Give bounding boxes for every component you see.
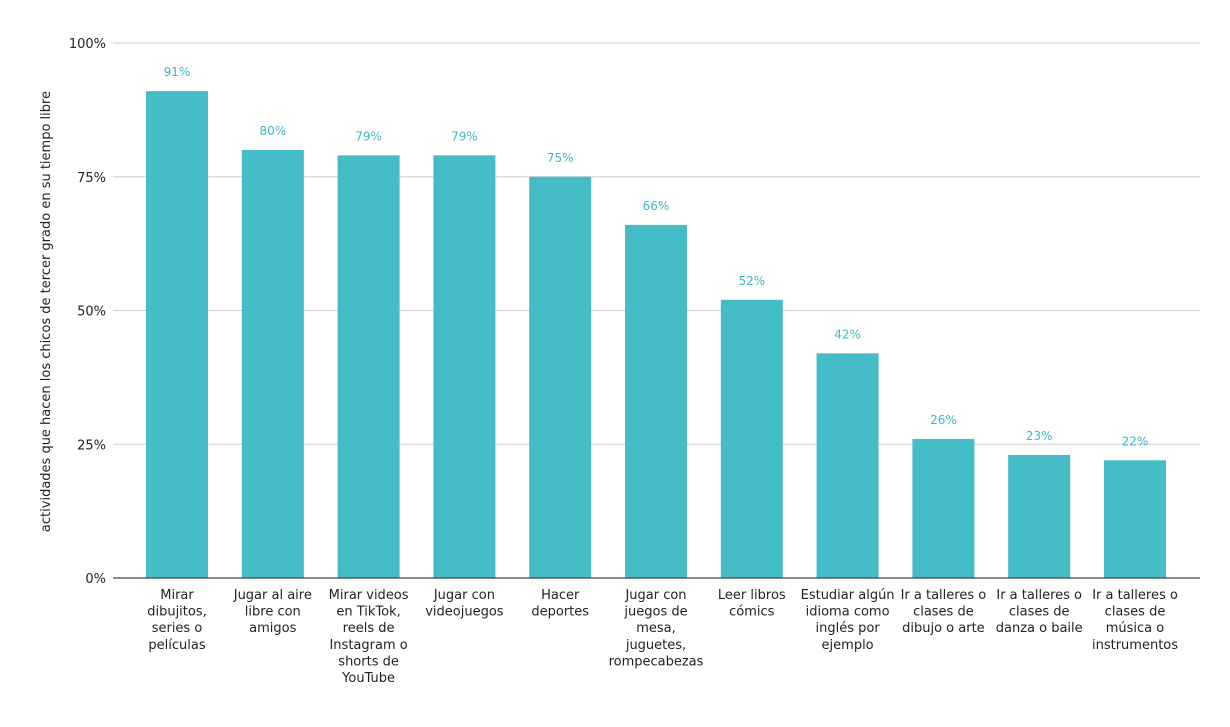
x-tick-label: Ir a talleres o clases de dibujo o arte [901, 588, 987, 636]
data-label: 80% [259, 124, 286, 138]
x-tick-label: Jugar al aire libre con amigos [233, 588, 312, 636]
x-tick-label: Leer libros cómics [718, 588, 786, 620]
x-tick-label-line: juguetes, [625, 638, 686, 653]
x-tick-label-line: películas [148, 638, 205, 653]
x-tick-label-line: Instagram o [329, 638, 407, 653]
bar [529, 176, 592, 578]
x-tick-label-line: deportes [531, 605, 589, 620]
x-tick-label-line: Mirar [160, 588, 194, 603]
data-label: 79% [355, 129, 382, 143]
x-tick-label-line: Jugar al aire [233, 588, 312, 603]
y-axis-title: actividades que hacen los chicos de terc… [39, 91, 54, 532]
x-tick-label-line: en TikTok, [336, 605, 400, 620]
x-tick-label-line: YouTube [341, 671, 395, 686]
x-tick-label-line: Ir a talleres o [1092, 588, 1178, 603]
y-tick-label: 100% [69, 37, 106, 52]
x-tick-label-line: idioma como [806, 605, 890, 620]
x-tick-label-line: Hacer [541, 588, 580, 603]
x-tick-label-line: cómics [729, 605, 775, 620]
x-tick-label-line: dibujo o arte [902, 621, 985, 636]
x-tick-label: Mirar dibujitos, series o películas [147, 588, 207, 653]
x-tick-label-line: clases de [1009, 605, 1070, 620]
x-tick-label-line: reels de [343, 621, 395, 636]
x-tick-label-line: series o [152, 621, 203, 636]
data-label: 42% [834, 327, 861, 341]
y-tick-label: 75% [77, 171, 106, 186]
x-tick-label-line: videojuegos [425, 605, 504, 620]
bars [146, 91, 1166, 579]
data-label: 23% [1026, 429, 1053, 443]
x-tick-label-line: Ir a talleres o [901, 588, 987, 603]
data-label: 26% [930, 413, 957, 427]
x-tick-label-line: inglés por [816, 621, 881, 636]
x-tick-label: Ir a talleres o clases de danza o baile [996, 588, 1083, 636]
data-label: 22% [1122, 434, 1149, 448]
bar [1104, 460, 1166, 578]
x-tick-label-line: dibujitos, [147, 605, 207, 620]
x-tick-label-line: amigos [249, 621, 296, 636]
x-tick-label: Hacer deportes [531, 588, 589, 620]
bar [433, 155, 496, 578]
x-tick-label: Jugar con videojuegos [425, 588, 504, 620]
x-tick-label-line: libre con [245, 605, 301, 620]
x-tick-label-line: Jugar con [624, 588, 686, 603]
data-label: 52% [738, 274, 765, 288]
x-tick-label-line: clases de [1105, 605, 1166, 620]
x-tick-label: Jugar con juegos de mesa, juguetes, rompecab… [609, 588, 704, 669]
x-tick-label: Ir a talleres o clases de música o instrume… [1092, 588, 1178, 653]
data-labels: 91% 80% 79% 79% 75% 66% 52% 42% 26% 23% 22% [164, 65, 1149, 448]
x-tick-label-line: mesa, [636, 621, 676, 636]
x-tick-label-line: Jugar con [433, 588, 495, 603]
x-tick-label-line: danza o baile [996, 621, 1083, 636]
x-tick-label-line: clases de [913, 605, 974, 620]
x-tick-label: Estudiar algún idioma como inglés por ejemp… [801, 588, 895, 653]
data-label: 91% [164, 65, 191, 79]
bar [720, 299, 783, 578]
x-tick-label-line: Leer libros [718, 588, 786, 603]
data-label: 79% [451, 129, 478, 143]
y-axis-ticks: 0% 25% 50% 75% 100% [69, 37, 106, 587]
data-label: 75% [547, 151, 574, 165]
x-tick-label-line: música o [1106, 621, 1165, 636]
bar [912, 438, 975, 578]
x-tick-label-line: shorts de [338, 654, 399, 669]
bar [241, 150, 304, 578]
y-tick-label: 50% [77, 305, 106, 320]
x-tick-label-line: Ir a talleres o [996, 588, 1082, 603]
x-tick-label-line: ejemplo [822, 638, 874, 653]
bar [1008, 454, 1071, 578]
x-tick-label: Mirar videos en TikTok, reels de Instagram … [329, 588, 409, 686]
x-tick-label-line: rompecabezas [609, 654, 704, 669]
x-tick-label-line: instrumentos [1092, 638, 1178, 653]
x-tick-label-line: juegos de [623, 605, 687, 620]
x-tick-label-line: Mirar videos [329, 588, 409, 603]
x-tick-label-line: Estudiar algún [801, 588, 895, 603]
bar [337, 155, 400, 578]
y-tick-label: 0% [85, 572, 106, 587]
x-axis-labels: Mirar dibujitos, series o películas Jugar al… [147, 588, 1178, 686]
bar [625, 224, 687, 578]
data-label: 66% [643, 199, 670, 213]
bar [146, 91, 208, 579]
bar [816, 353, 879, 578]
y-tick-label: 25% [77, 438, 106, 453]
